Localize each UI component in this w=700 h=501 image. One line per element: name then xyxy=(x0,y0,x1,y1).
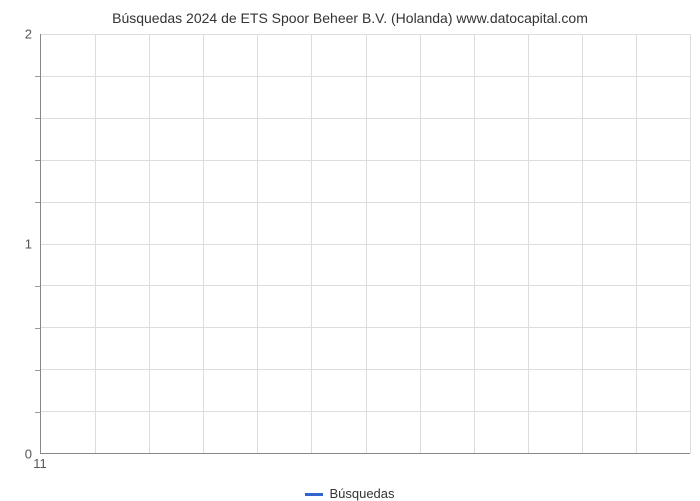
grid-line-v xyxy=(474,34,475,453)
grid-line-v xyxy=(582,34,583,453)
plot-wrapper: 012 xyxy=(10,34,690,454)
grid-line-v xyxy=(366,34,367,453)
y-axis: 012 xyxy=(10,34,40,454)
plot-area xyxy=(40,34,690,454)
chart-container: Búsquedas 2024 de ETS Spoor Beheer B.V. … xyxy=(10,10,690,490)
grid-line-v xyxy=(528,34,529,453)
legend: Búsquedas xyxy=(10,486,690,501)
grid-line-v xyxy=(420,34,421,453)
y-tick-label: 0 xyxy=(25,447,32,462)
chart-title: Búsquedas 2024 de ETS Spoor Beheer B.V. … xyxy=(10,10,690,26)
y-tick-label: 1 xyxy=(25,237,32,252)
y-tick-label: 2 xyxy=(25,27,32,42)
grid-line-v xyxy=(636,34,637,453)
grid-line-v xyxy=(149,34,150,453)
grid-line-v xyxy=(203,34,204,453)
x-axis: 11 xyxy=(40,454,690,474)
grid-line-v xyxy=(311,34,312,453)
legend-swatch xyxy=(305,493,323,496)
x-tick-label: 11 xyxy=(33,456,47,471)
grid-line-v xyxy=(690,34,691,453)
grid-line-v xyxy=(257,34,258,453)
grid-line-v xyxy=(95,34,96,453)
legend-label: Búsquedas xyxy=(329,486,394,501)
